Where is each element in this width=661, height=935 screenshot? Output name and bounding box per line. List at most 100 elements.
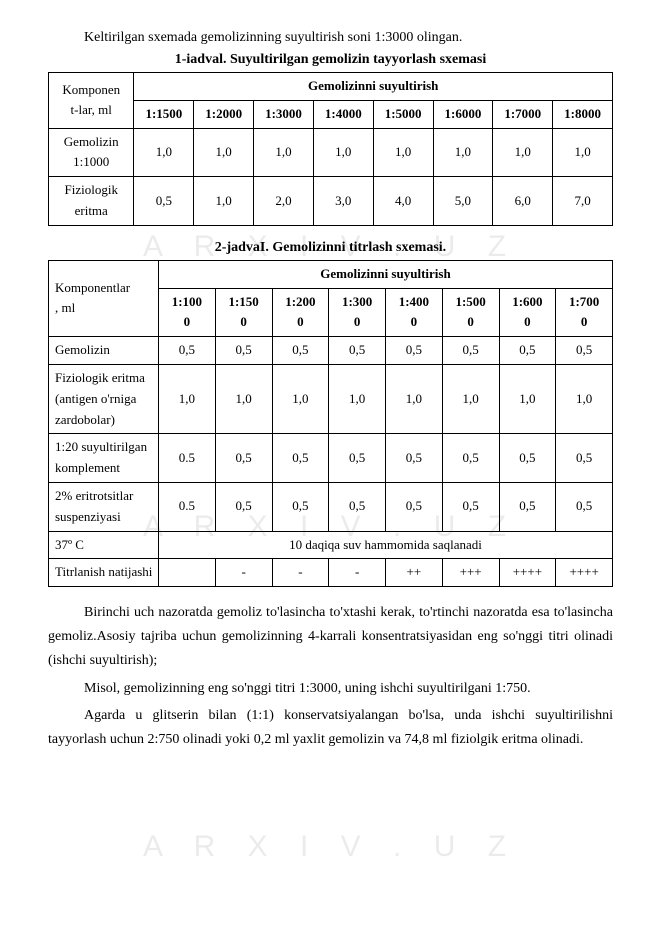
table2-result-label: Titrlanish natijashi [49, 559, 159, 587]
table1-corner: Komponen t-lar, ml [49, 73, 134, 129]
table2-rowlabel: 1:20 suyultirilgan komplement [49, 434, 159, 483]
table-cell [159, 559, 216, 587]
table-cell: 2,0 [254, 177, 314, 226]
table-cell: 0,5 [499, 434, 556, 483]
table-cell: 5,0 [433, 177, 493, 226]
table-cell: 0.5 [159, 482, 216, 531]
table1-col: 1:8000 [553, 100, 613, 128]
table1-col: 1:3000 [254, 100, 314, 128]
table-cell: 0,5 [272, 434, 329, 483]
table-cell: 0,5 [272, 337, 329, 365]
table-cell: - [329, 559, 386, 587]
table-cell: 0,5 [386, 434, 443, 483]
table-cell: 0,5 [556, 434, 613, 483]
table-cell: 1,0 [442, 364, 499, 433]
table-cell: 1,0 [373, 128, 433, 177]
table2-rowlabel: Gemolizin [49, 337, 159, 365]
table2-col: 1:1000 [159, 288, 216, 337]
table-cell: - [215, 559, 272, 587]
table-cell: +++ [442, 559, 499, 587]
table-cell: 0,5 [329, 434, 386, 483]
paragraph: Misol, gemolizinning eng so'nggi titri 1… [48, 677, 613, 701]
table-cell: 0,5 [556, 337, 613, 365]
table1-rowlabel: Fiziologik eritma [49, 177, 134, 226]
table-row-note: 37º C 10 daqiqa suv hammomida saqlanadi [49, 531, 613, 559]
table-cell: 0,5 [159, 337, 216, 365]
table2-title: 2-jadvaI. Gemolizinni titrlash sxemasi. [48, 240, 613, 256]
table-row: 2% eritrotsitlar suspenziyasi 0.5 0,5 0,… [49, 482, 613, 531]
table-cell: 0.5 [159, 434, 216, 483]
table-cell: 0,5 [215, 337, 272, 365]
table2-rowlabel: 2% eritrotsitlar suspenziyasi [49, 482, 159, 531]
table-cell: ++++ [556, 559, 613, 587]
table-cell: 1,0 [499, 364, 556, 433]
table-cell: - [272, 559, 329, 587]
table2-col: 1:1500 [215, 288, 272, 337]
table-cell: 0,5 [556, 482, 613, 531]
table1-col: 1:2000 [194, 100, 254, 128]
table-row: Gemolizin 1:1000 1,0 1,0 1,0 1,0 1,0 1,0… [49, 128, 613, 177]
paragraph: Agarda u glitserin bilan (1:1) konservat… [48, 704, 613, 752]
table-cell: 1,0 [493, 128, 553, 177]
table1-rowlabel: Gemolizin 1:1000 [49, 128, 134, 177]
table-cell: 1,0 [159, 364, 216, 433]
table-cell: 0,5 [272, 482, 329, 531]
table-row: Gemolizin 0,5 0,5 0,5 0,5 0,5 0,5 0,5 0,… [49, 337, 613, 365]
table1-col: 1:1500 [134, 100, 194, 128]
table-cell: 0,5 [499, 337, 556, 365]
table2-col: 1:7000 [556, 288, 613, 337]
table2-group-header: Gemolizinni suyultirish [159, 260, 613, 288]
table-cell: 1,0 [313, 128, 373, 177]
table-cell: 0,5 [329, 337, 386, 365]
table-cell: 0,5 [134, 177, 194, 226]
table-cell: 1,0 [433, 128, 493, 177]
paragraph: Birinchi uch nazoratda gemoliz to'lasinc… [48, 601, 613, 672]
table-cell: 1,0 [134, 128, 194, 177]
table-cell: 6,0 [493, 177, 553, 226]
table1-col: 1:6000 [433, 100, 493, 128]
table-cell: 1,0 [194, 177, 254, 226]
table1-corner-l1: Komponen [62, 82, 120, 97]
table2-col: 1:5000 [442, 288, 499, 337]
table-cell: 1,0 [553, 128, 613, 177]
table-cell: 1,0 [194, 128, 254, 177]
page: A R X I V . U Z A R X I V . U Z A R X I … [0, 0, 661, 935]
table-cell: ++ [386, 559, 443, 587]
watermark: A R X I V . U Z [143, 830, 518, 864]
table-cell: 4,0 [373, 177, 433, 226]
table-cell: 0,5 [442, 434, 499, 483]
table-cell: 0,5 [386, 337, 443, 365]
table-cell: 1,0 [254, 128, 314, 177]
table-cell: 7,0 [553, 177, 613, 226]
table1: Komponen t-lar, ml Gemolizinni suyultiri… [48, 72, 613, 226]
table2-col: 1:2000 [272, 288, 329, 337]
table-cell: 1,0 [556, 364, 613, 433]
table2-col: 1:3000 [329, 288, 386, 337]
table-row: 1:20 suyultirilgan komplement 0.5 0,5 0,… [49, 434, 613, 483]
table-cell: ++++ [499, 559, 556, 587]
table2: Komponentlar , ml Gemolizinni suyultiris… [48, 260, 613, 587]
table2-col: 1:6000 [499, 288, 556, 337]
table2-rowlabel: Fiziologik eritma (antigen o'rniga zardo… [49, 364, 159, 433]
table2-note-label: 37º C [49, 531, 159, 559]
table2-col: 1:4000 [386, 288, 443, 337]
table-row: Fiziologik eritma 0,5 1,0 2,0 3,0 4,0 5,… [49, 177, 613, 226]
table-cell: 0,5 [499, 482, 556, 531]
table1-col-row: 1:1500 1:2000 1:3000 1:4000 1:5000 1:600… [49, 100, 613, 128]
table1-title: 1-iadval. Suyultirilgan gemolizin tayyor… [48, 52, 613, 68]
table-cell: 0,5 [215, 434, 272, 483]
table1-group-header: Gemolizinni suyultirish [134, 73, 613, 101]
table2-corner: Komponentlar , ml [49, 260, 159, 336]
table1-col: 1:4000 [313, 100, 373, 128]
table-cell: 3,0 [313, 177, 373, 226]
table-cell: 0,5 [386, 482, 443, 531]
table-cell: 1,0 [272, 364, 329, 433]
table-cell: 0,5 [442, 337, 499, 365]
table-cell: 1,0 [215, 364, 272, 433]
table1-col: 1:7000 [493, 100, 553, 128]
table-cell: 0,5 [215, 482, 272, 531]
intro-text: Keltirilgan sxemada gemolizinning suyult… [48, 30, 613, 46]
table2-note-text: 10 daqiqa suv hammomida saqlanadi [159, 531, 613, 559]
table-row: Fiziologik eritma (antigen o'rniga zardo… [49, 364, 613, 433]
table-cell: 0,5 [442, 482, 499, 531]
